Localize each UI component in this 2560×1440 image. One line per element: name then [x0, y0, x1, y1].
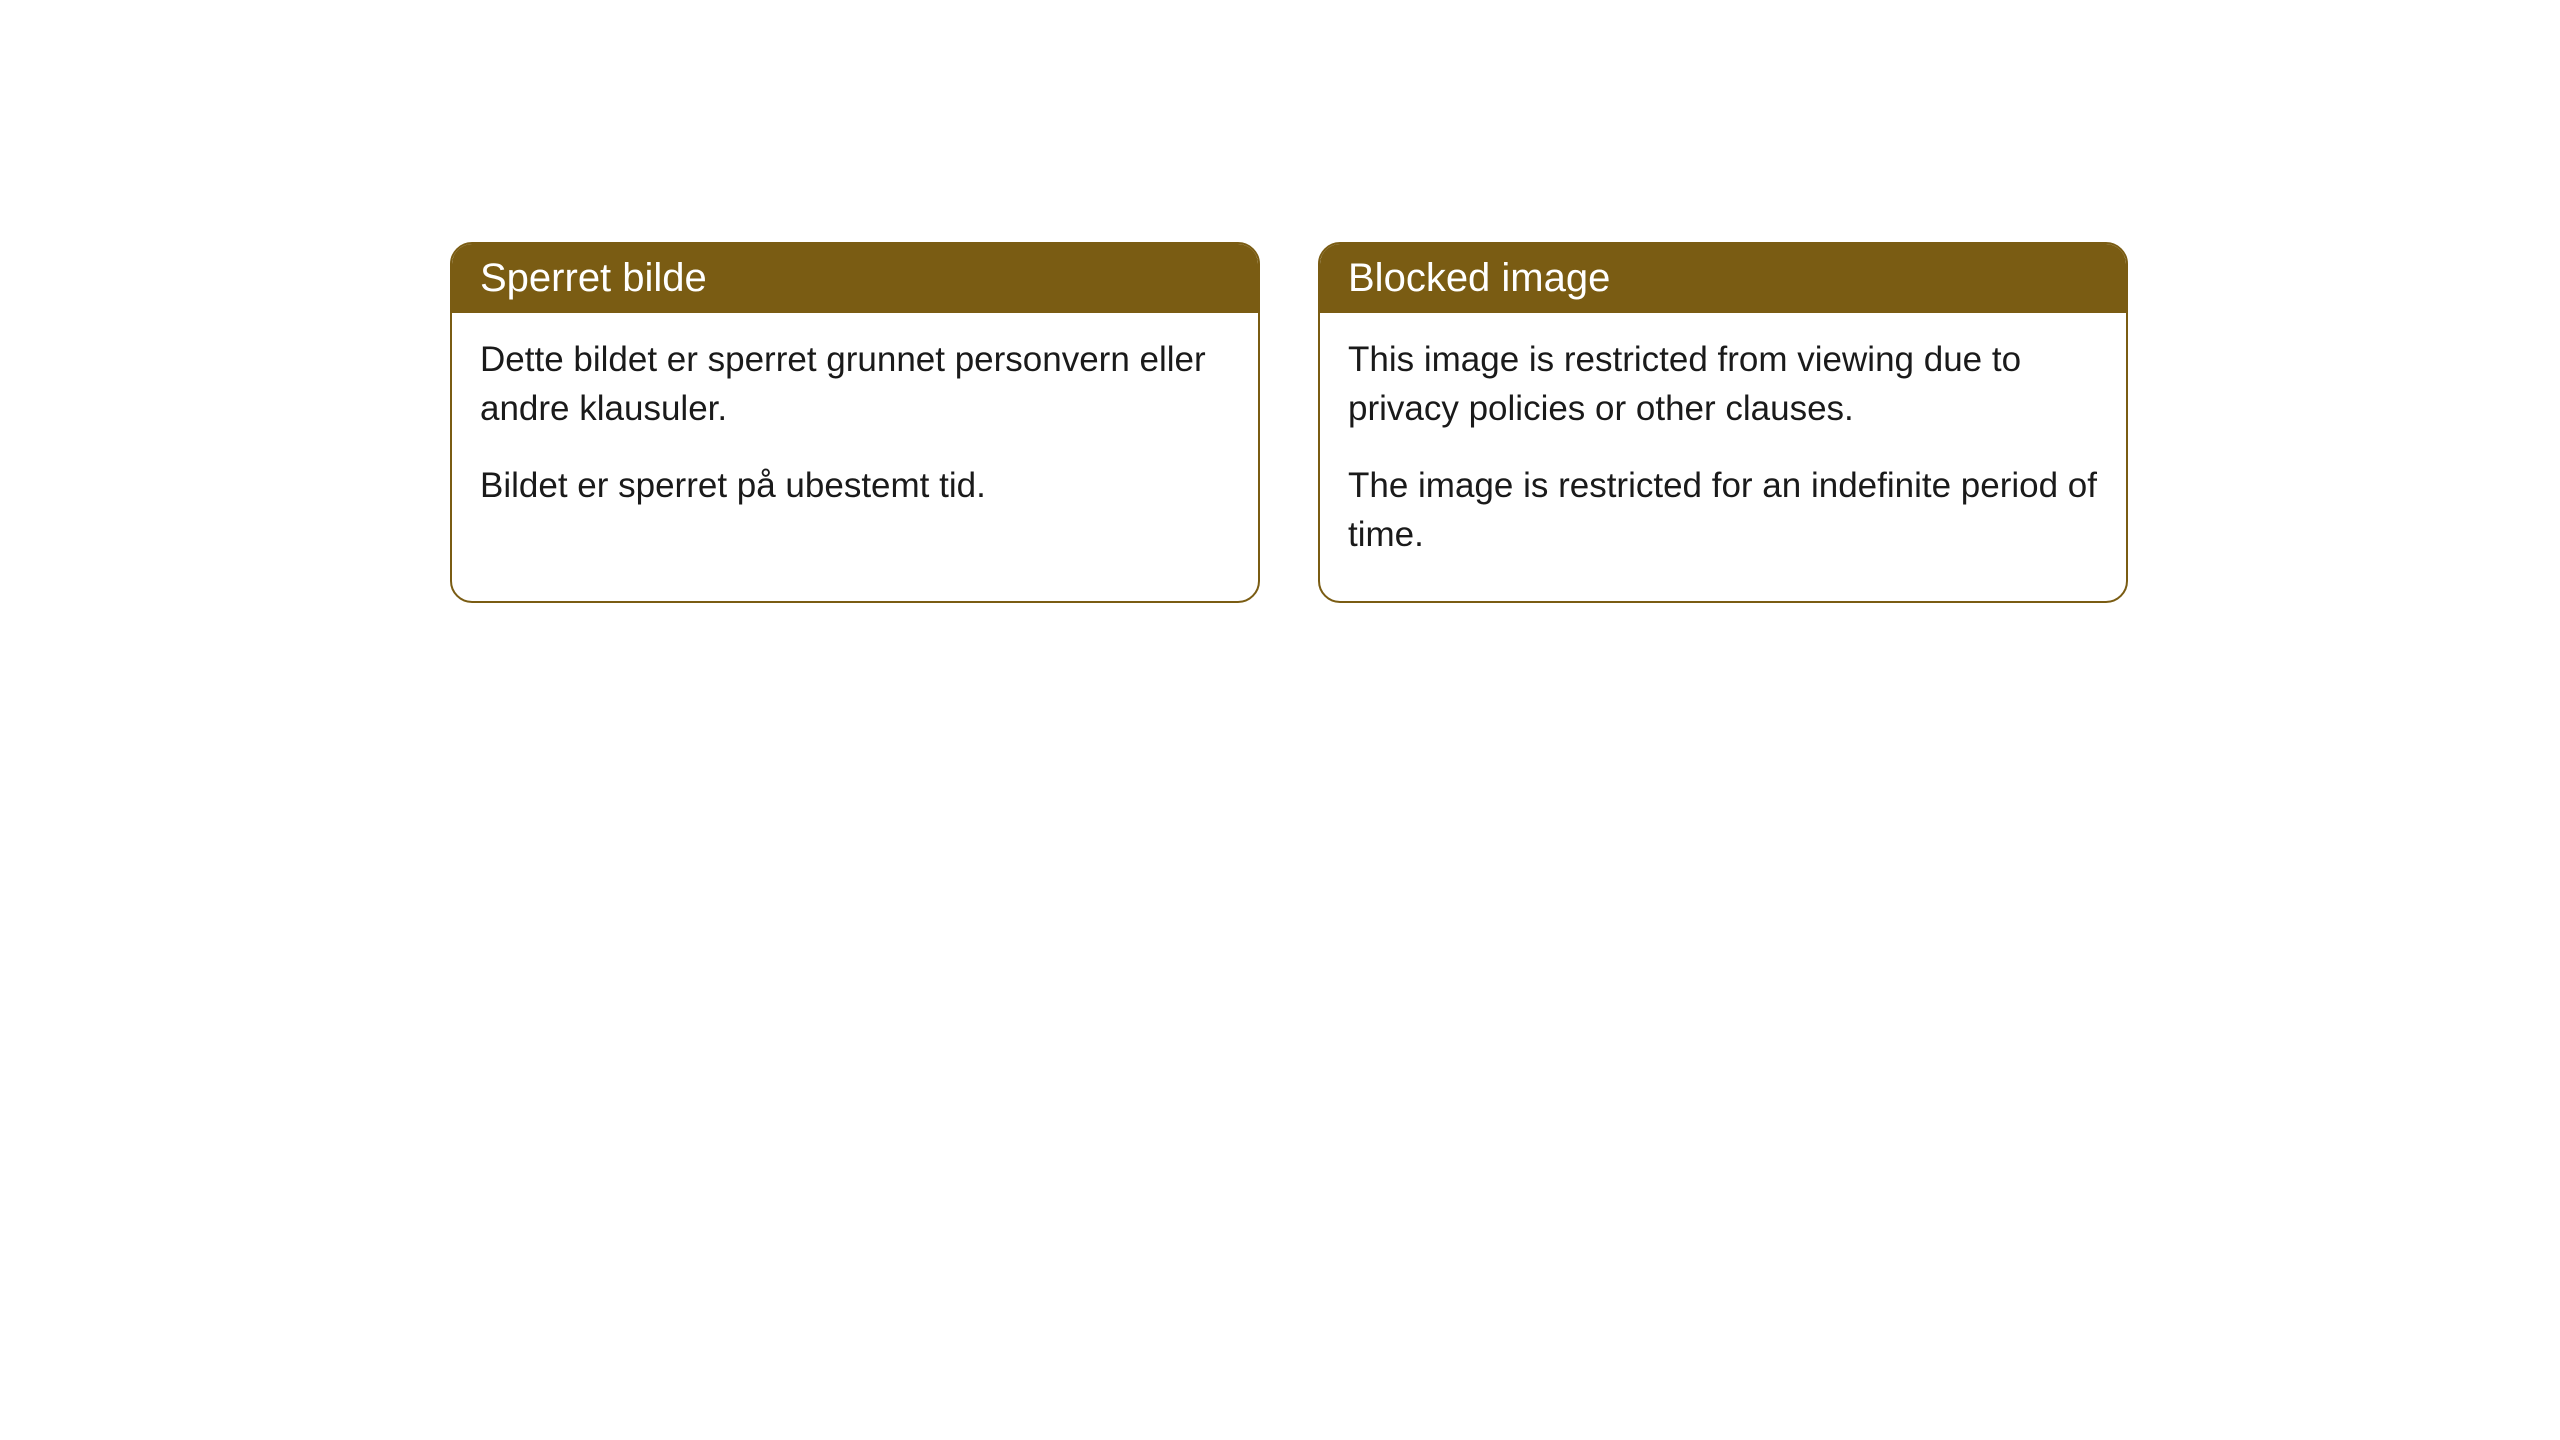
- card-paragraph: Bildet er sperret på ubestemt tid.: [480, 461, 1230, 510]
- card-body: Dette bildet er sperret grunnet personve…: [452, 313, 1258, 552]
- notice-container: Sperret bilde Dette bildet er sperret gr…: [0, 0, 2560, 603]
- blocked-image-card-english: Blocked image This image is restricted f…: [1318, 242, 2128, 603]
- blocked-image-card-norwegian: Sperret bilde Dette bildet er sperret gr…: [450, 242, 1260, 603]
- card-paragraph: Dette bildet er sperret grunnet personve…: [480, 335, 1230, 433]
- card-paragraph: The image is restricted for an indefinit…: [1348, 461, 2098, 559]
- card-paragraph: This image is restricted from viewing du…: [1348, 335, 2098, 433]
- card-header: Blocked image: [1320, 244, 2126, 313]
- card-title: Blocked image: [1348, 256, 1610, 300]
- card-header: Sperret bilde: [452, 244, 1258, 313]
- card-body: This image is restricted from viewing du…: [1320, 313, 2126, 601]
- card-title: Sperret bilde: [480, 256, 707, 300]
